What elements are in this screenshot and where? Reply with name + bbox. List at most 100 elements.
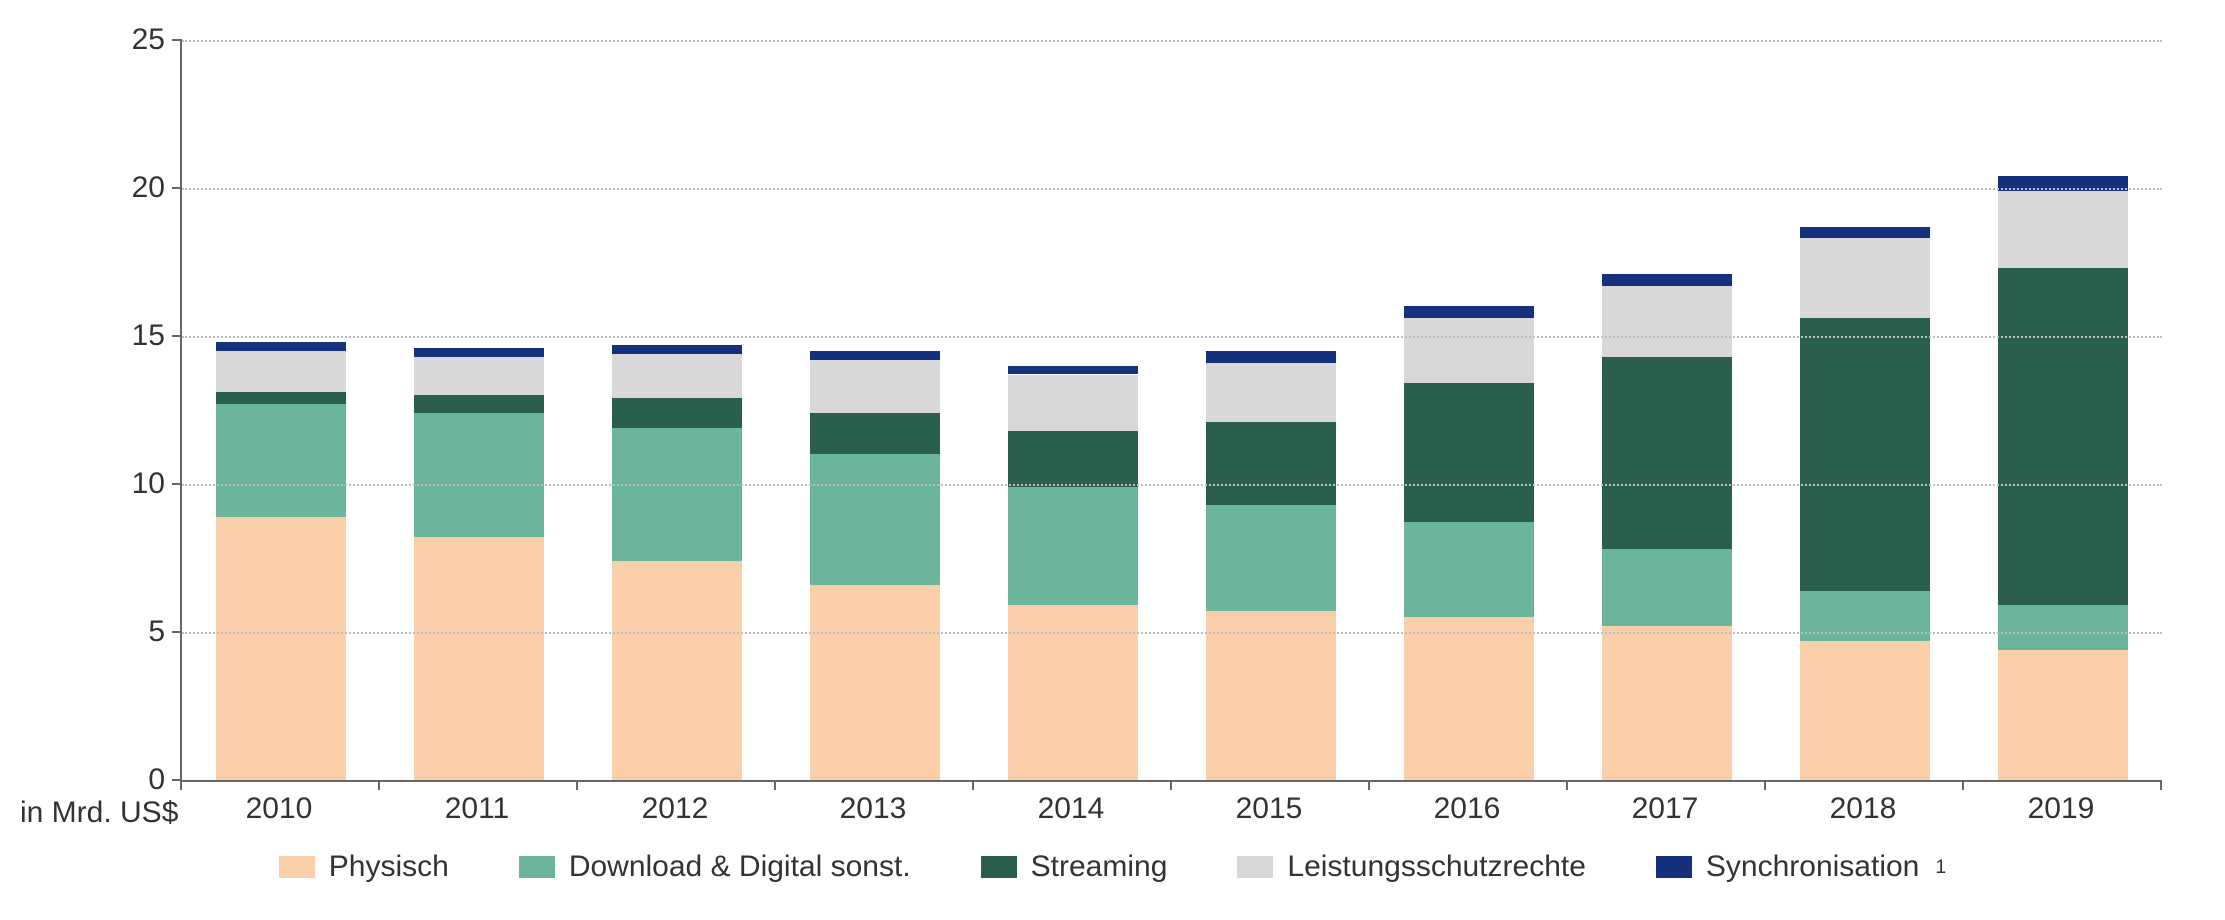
xtick-label: 2015 (1204, 792, 1334, 826)
xtick-label: 2013 (808, 792, 938, 826)
xtick-mark (576, 780, 578, 790)
legend-label: Synchronisation (1706, 850, 1919, 884)
bar-segment-physisch (1800, 641, 1930, 780)
bar-segment-physisch (1602, 626, 1732, 780)
bar-segment-synchro (414, 348, 544, 357)
bar-segment-rechte (1800, 238, 1930, 318)
xtick-label: 2017 (1600, 792, 1730, 826)
xtick-mark (1170, 780, 1172, 790)
bar-segment-download (1998, 605, 2128, 649)
ytick-mark (172, 631, 182, 633)
legend-item-physisch: Physisch (279, 850, 449, 884)
bar-segment-synchro (810, 351, 940, 360)
ytick-label: 15 (65, 319, 165, 353)
bar-segment-synchro (1404, 306, 1534, 318)
xtick-label: 2010 (214, 792, 344, 826)
ytick-mark (172, 39, 182, 41)
legend-swatch (1656, 856, 1692, 878)
xtick-label: 2016 (1402, 792, 1532, 826)
legend-label: Leistungsschutzrechte (1287, 850, 1586, 884)
bar-segment-physisch (612, 561, 742, 780)
bar-segment-synchro (1008, 366, 1138, 375)
bar-segment-synchro (1602, 274, 1732, 286)
bar-segment-streaming (612, 398, 742, 428)
bar-segment-rechte (414, 357, 544, 395)
bar-segment-rechte (612, 354, 742, 398)
xtick-label: 2011 (412, 792, 542, 826)
bar-segment-streaming (216, 392, 346, 404)
plot-area (180, 40, 2162, 782)
xtick-mark (1368, 780, 1370, 790)
xtick-label: 2019 (1996, 792, 2126, 826)
ytick-label: 10 (65, 467, 165, 501)
xtick-mark (1566, 780, 1568, 790)
ytick-label: 0 (65, 763, 165, 797)
bar-segment-physisch (1206, 611, 1336, 780)
legend-item-synchro: Synchronisation 1 (1656, 850, 1946, 884)
gridline (182, 336, 2162, 338)
legend: Physisch Download & Digital sonst. Streami… (0, 850, 2225, 884)
bar-segment-physisch (1404, 617, 1534, 780)
gridline (182, 484, 2162, 486)
bar-segment-rechte (216, 351, 346, 392)
bar-segment-physisch (810, 585, 940, 780)
bar-segment-streaming (1206, 422, 1336, 505)
legend-item-streaming: Streaming (981, 850, 1168, 884)
legend-swatch (279, 856, 315, 878)
ytick-label: 25 (65, 23, 165, 57)
legend-item-download: Download & Digital sonst. (519, 850, 911, 884)
xtick-mark (972, 780, 974, 790)
legend-label: Physisch (329, 850, 449, 884)
legend-item-rechte: Leistungsschutzrechte (1237, 850, 1586, 884)
bar-segment-streaming (1800, 318, 1930, 590)
xtick-mark (378, 780, 380, 790)
bar-segment-streaming (810, 413, 940, 454)
bar-segment-streaming (1404, 383, 1534, 522)
bar-segment-synchro (1206, 351, 1336, 363)
xtick-mark (1764, 780, 1766, 790)
bar-segment-download (216, 404, 346, 516)
bar-segment-physisch (1998, 650, 2128, 780)
bar-segment-synchro (612, 345, 742, 354)
xtick-mark (180, 780, 182, 790)
bar-segment-download (1008, 487, 1138, 605)
bar-segment-physisch (216, 517, 346, 780)
gridline (182, 40, 2162, 42)
revenue-stacked-bar-chart: in Mrd. US$ PhysischDownload & Digital s… (0, 0, 2225, 920)
xtick-mark (774, 780, 776, 790)
bar-segment-rechte (1008, 375, 1138, 431)
bar-segment-rechte (1602, 286, 1732, 357)
legend-swatch (981, 856, 1017, 878)
xtick-mark (1962, 780, 1964, 790)
bar-segment-streaming (414, 395, 544, 413)
bar-segment-rechte (810, 360, 940, 413)
xtick-label: 2018 (1798, 792, 1928, 826)
bar-segment-rechte (1404, 318, 1534, 383)
xtick-mark (2160, 780, 2162, 790)
ytick-mark (172, 187, 182, 189)
gridline (182, 632, 2162, 634)
bar-segment-streaming (1008, 431, 1138, 487)
legend-superscript: 1 (1935, 856, 1946, 879)
ytick-mark (172, 483, 182, 485)
xtick-label: 2014 (1006, 792, 1136, 826)
bar-segment-physisch (414, 537, 544, 780)
legend-swatch (1237, 856, 1273, 878)
legend-label: Streaming (1031, 850, 1168, 884)
bar-segment-download (612, 428, 742, 561)
bars-container (182, 40, 2162, 780)
bar-segment-download (810, 454, 940, 584)
bar-segment-rechte (1998, 191, 2128, 268)
bar-segment-download (1602, 549, 1732, 626)
bar-segment-rechte (1206, 363, 1336, 422)
gridline (182, 188, 2162, 190)
bar-segment-synchro (1800, 227, 1930, 239)
bar-segment-synchro (216, 342, 346, 351)
bar-segment-streaming (1602, 357, 1732, 549)
xtick-label: 2012 (610, 792, 740, 826)
bar-segment-download (1206, 505, 1336, 612)
ytick-label: 5 (65, 615, 165, 649)
ytick-label: 20 (65, 171, 165, 205)
ytick-mark (172, 335, 182, 337)
legend-label: Download & Digital sonst. (569, 850, 911, 884)
